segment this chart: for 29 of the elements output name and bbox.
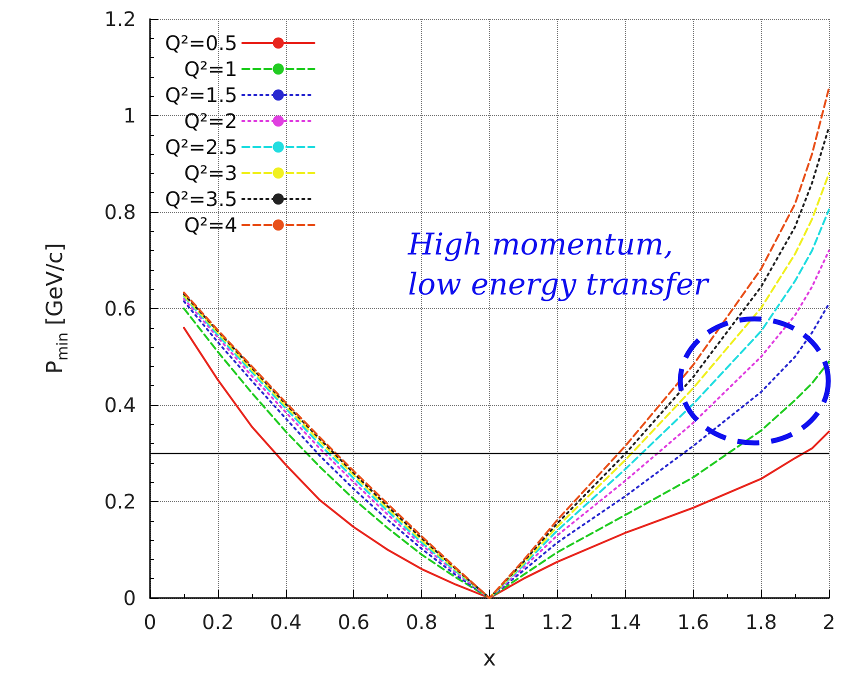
annotation: High momentum, low energy transfer <box>407 228 710 302</box>
x-axis-title: x <box>482 646 496 672</box>
x-tick-label: 0.8 <box>406 610 438 634</box>
legend-label: Q²=3.5 <box>164 187 238 211</box>
y-tick-label: 0.8 <box>104 200 136 224</box>
y-tick-label: 1.2 <box>104 7 136 31</box>
y-tick-label: 0.4 <box>104 393 136 417</box>
legend-label: Q²=1 <box>184 57 238 81</box>
x-tick-label: 0 <box>144 610 156 634</box>
x-tick-label: 1.4 <box>609 610 642 634</box>
x-tick-label: 1 <box>483 610 496 634</box>
legend-label: Q²=3 <box>184 161 238 185</box>
legend-label: Q²=1.5 <box>164 83 238 107</box>
legend-label: Q²=0.5 <box>164 31 238 55</box>
x-tick-label: 2 <box>822 610 836 634</box>
x-tick-label: 1.8 <box>745 610 778 634</box>
legend-label: Q²=2.5 <box>164 135 238 159</box>
legend-label: Q²=4 <box>184 213 238 237</box>
y-tick-label: 1 <box>123 104 136 128</box>
x-tick-label: 1.6 <box>677 610 710 634</box>
y-tick-label: 0.6 <box>104 296 136 320</box>
y-axis-title: Pmin [GeV/c] <box>43 243 72 374</box>
x-tick-label: 0.4 <box>270 610 302 634</box>
x-tick-label: 0.6 <box>338 610 370 634</box>
x-tick-label: 0.2 <box>202 610 234 634</box>
x-tick-label: 1.2 <box>541 610 574 634</box>
y-tick-label: 0 <box>123 586 136 610</box>
legend-label: Q²=2 <box>184 109 238 133</box>
y-tick-label: 0.2 <box>104 490 136 514</box>
